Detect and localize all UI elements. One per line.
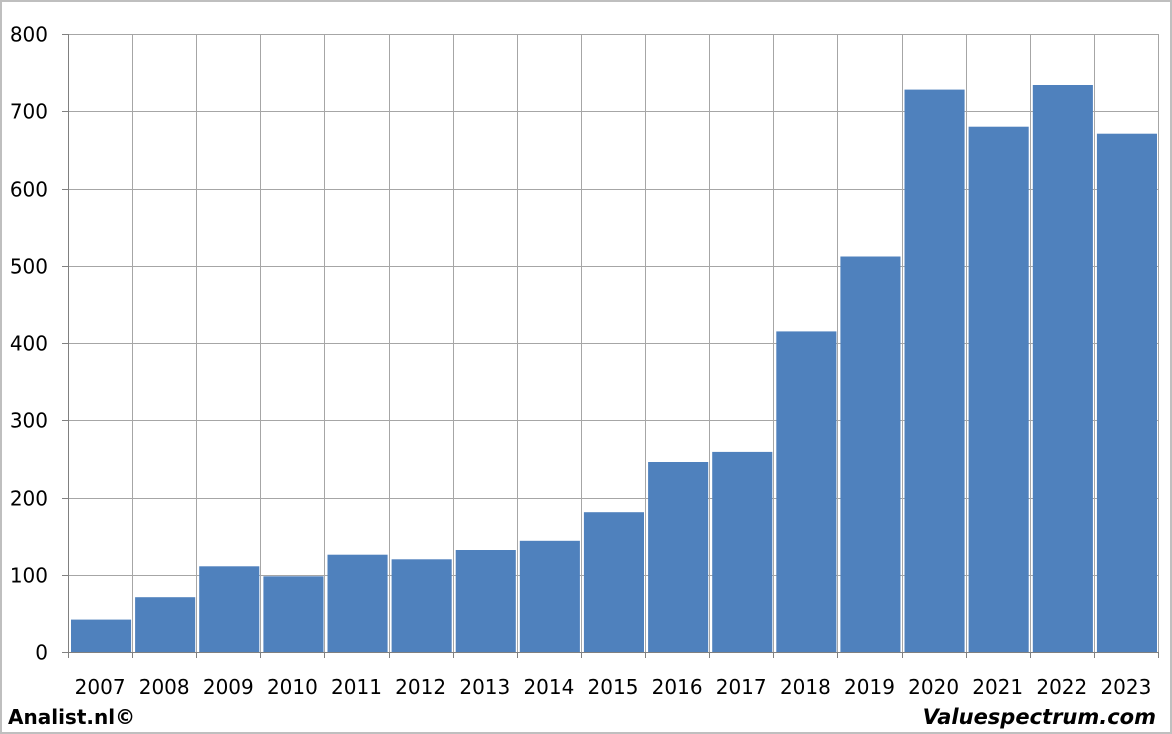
bar-2009 — [199, 566, 260, 652]
y-tick-label: 200 — [10, 487, 48, 511]
footer-source-right: Valuespectrum.com — [922, 705, 1156, 729]
bar-2019 — [840, 256, 901, 652]
x-tick-label: 2007 — [75, 675, 126, 699]
grid-lines — [68, 34, 1159, 652]
x-tick-label: 2008 — [139, 675, 190, 699]
y-tick-label: 300 — [10, 409, 48, 433]
x-tick-label: 2011 — [331, 675, 382, 699]
bar-2017 — [712, 451, 773, 652]
x-tick-label: 2021 — [972, 675, 1023, 699]
bar-2016 — [648, 462, 709, 652]
footer-source-left: Analist.nl© — [8, 705, 136, 729]
y-tick-label: 400 — [10, 332, 48, 356]
x-tick-label: 2012 — [395, 675, 446, 699]
bar-2012 — [391, 559, 452, 652]
x-tick-label: 2013 — [459, 675, 510, 699]
x-tick-label: 2022 — [1036, 675, 1087, 699]
bar-2015 — [583, 512, 644, 652]
y-tick-label: 800 — [10, 23, 48, 47]
y-tick-label: 100 — [10, 564, 48, 588]
bar-2008 — [135, 597, 196, 652]
x-tick-label: 2017 — [716, 675, 767, 699]
x-tick-label: 2018 — [780, 675, 831, 699]
y-tick-labels: 0 100 200 300 400 500 600 700 800 — [10, 23, 48, 665]
bars — [71, 85, 1157, 653]
bar-2020 — [904, 89, 965, 653]
bar-2022 — [1032, 85, 1093, 652]
x-tick-label: 2020 — [908, 675, 959, 699]
bar-2011 — [327, 554, 388, 652]
y-tick-label: 700 — [10, 100, 48, 124]
bar-2013 — [455, 550, 516, 652]
x-tick-label: 2023 — [1100, 675, 1151, 699]
x-tick-label: 2016 — [652, 675, 703, 699]
x-tick-label: 2014 — [523, 675, 574, 699]
x-tick-label: 2019 — [844, 675, 895, 699]
y-tick-label: 600 — [10, 178, 48, 202]
axes — [62, 34, 1159, 658]
bar-2021 — [968, 126, 1029, 652]
bar-2023 — [1096, 133, 1157, 652]
bar-2018 — [776, 331, 837, 652]
bar-2007 — [71, 619, 132, 652]
y-tick-label: 0 — [35, 641, 48, 665]
bar-2014 — [519, 540, 580, 652]
y-tick-label: 500 — [10, 255, 48, 279]
x-tick-labels: 2007 2008 2009 2010 2011 2012 2013 2014 2015 2016… — [75, 675, 1152, 699]
bar-2010 — [263, 576, 324, 652]
x-tick-label: 2015 — [588, 675, 639, 699]
x-tick-label: 2010 — [267, 675, 318, 699]
x-tick-label: 2009 — [203, 675, 254, 699]
